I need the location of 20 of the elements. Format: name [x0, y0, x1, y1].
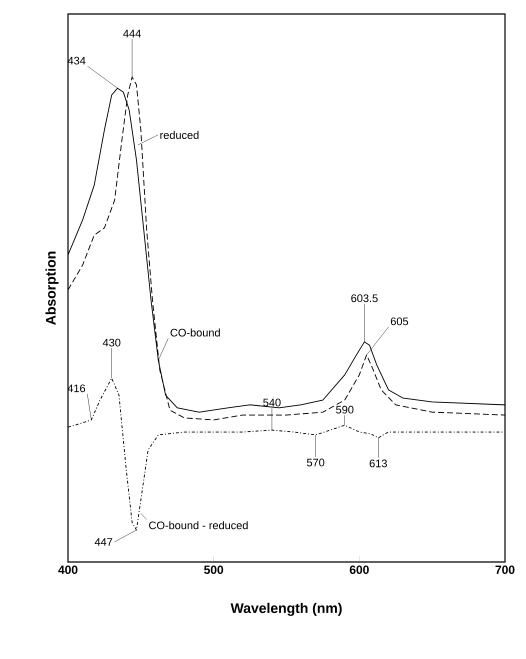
x-tick-label: 500: [204, 566, 224, 574]
x-tick-label: 600: [350, 566, 369, 574]
x-tick-label: 400: [58, 566, 78, 574]
annotation: 430: [102, 338, 120, 346]
annotation: 613: [370, 460, 387, 468]
annotation: 434: [68, 56, 86, 64]
x-tick-label: 700: [496, 566, 514, 574]
annotation: reduced: [160, 130, 199, 139]
y-axis-title: Absorption: [45, 252, 58, 325]
annotation: 444: [123, 30, 141, 38]
annotation: 447: [94, 538, 112, 546]
annotation: 416: [68, 384, 86, 392]
annotation: 540: [263, 398, 281, 406]
x-axis-title: Wavelength (nm): [230, 602, 342, 616]
annotation: 605: [390, 317, 408, 326]
annotation: CO-bound - reduced: [149, 521, 248, 530]
annotation: 570: [306, 458, 324, 466]
annotation: 603.5: [351, 294, 378, 302]
annotation: CO-bound: [170, 328, 220, 337]
annotation: 590: [336, 406, 354, 414]
